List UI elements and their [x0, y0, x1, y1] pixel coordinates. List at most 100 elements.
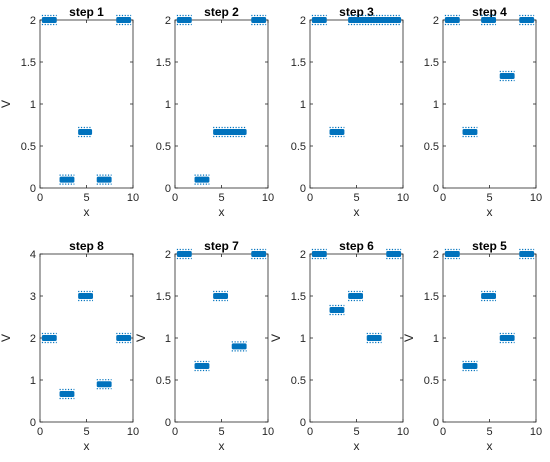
- x-tick-label: 5: [83, 426, 89, 438]
- subplot-title: step 8: [69, 239, 104, 253]
- data-segment: [59, 388, 75, 400]
- x-tick-label: 0: [37, 426, 43, 438]
- subplot-title: step 2: [204, 5, 239, 19]
- x-tick-label: 5: [218, 192, 224, 204]
- y-tick-label: 1.5: [156, 291, 171, 303]
- y-axis-label: V: [269, 334, 283, 342]
- x-tick-label: 10: [530, 192, 542, 204]
- data-segment: [329, 126, 345, 138]
- x-tick-label: 5: [486, 426, 492, 438]
- y-tick-label: 0: [433, 417, 439, 429]
- axes-frame: [174, 19, 269, 189]
- segment-band: [499, 335, 515, 341]
- x-tick-label: 0: [172, 426, 178, 438]
- y-axis-label: V: [0, 100, 13, 108]
- x-axis-label: x: [487, 205, 493, 219]
- subplot-step-4: step 4 0 0.5 1 1.5 2 0 5 10 x: [424, 5, 542, 219]
- y-tick-label: 1: [30, 99, 36, 111]
- y-tick-label: 0.5: [156, 375, 171, 387]
- y-tick-label: 0.5: [291, 375, 306, 387]
- data-segment: [116, 332, 132, 344]
- data-segment: [213, 126, 247, 138]
- segment-band: [329, 128, 345, 135]
- y-tick-label: 0: [165, 183, 171, 195]
- subplot-title: step 5: [472, 239, 507, 253]
- y-axis-label: V: [402, 334, 416, 342]
- y-tick-label: 1: [165, 99, 171, 111]
- subplot-title: step 7: [204, 239, 239, 253]
- y-tick-label: 0.5: [424, 375, 439, 387]
- segment-band: [96, 176, 112, 183]
- subplot-title: step 1: [69, 5, 104, 19]
- segment-band: [194, 362, 210, 369]
- x-tick-label: 0: [440, 426, 446, 438]
- segment-band: [481, 293, 497, 299]
- x-tick-label: 5: [83, 192, 89, 204]
- data-segment: [78, 290, 94, 302]
- segment-band: [213, 293, 229, 299]
- axes-frame: [442, 253, 537, 423]
- data-segment: [78, 126, 93, 138]
- y-tick-label: 1: [165, 333, 171, 345]
- data-segment: [311, 14, 327, 26]
- y-tick-label: 1.5: [21, 57, 36, 69]
- segment-band: [194, 176, 210, 183]
- x-tick-label: 10: [397, 426, 409, 438]
- y-tick-label: 3: [30, 291, 36, 303]
- data-segment: [329, 304, 345, 316]
- data-segment: [499, 332, 515, 344]
- segment-band: [41, 17, 57, 23]
- segment-band: [96, 381, 112, 388]
- data-segment: [96, 379, 112, 390]
- y-tick-label: 2: [300, 15, 306, 27]
- data-segment: [481, 14, 497, 26]
- segment-band: [481, 17, 497, 23]
- segment-band: [444, 17, 460, 23]
- x-tick-label: 5: [353, 192, 359, 204]
- x-axis-label: x: [219, 205, 225, 219]
- data-segment: [444, 248, 460, 260]
- data-segment: [348, 290, 364, 302]
- y-tick-label: 0: [300, 183, 306, 195]
- subplot-title: step 4: [472, 5, 507, 19]
- y-tick-label: 2: [433, 249, 439, 261]
- data-segment: [231, 341, 247, 352]
- x-tick-label: 0: [37, 192, 43, 204]
- y-tick-label: 1.5: [424, 57, 439, 69]
- x-axis-label: x: [84, 439, 90, 453]
- data-segment: [348, 14, 402, 26]
- y-tick-label: 2: [433, 15, 439, 27]
- y-axis-label: V: [0, 334, 13, 342]
- segment-band: [176, 17, 192, 23]
- data-segment: [59, 174, 75, 185]
- y-tick-label: 0.5: [291, 141, 306, 153]
- y-tick-label: 0.5: [21, 141, 36, 153]
- segment-band: [348, 293, 364, 299]
- segment-band: [116, 17, 132, 23]
- x-tick-label: 10: [127, 192, 139, 204]
- data-segment: [519, 248, 535, 260]
- segment-band: [311, 251, 327, 257]
- data-segment: [386, 248, 402, 260]
- x-tick-label: 5: [218, 426, 224, 438]
- y-tick-label: 2: [165, 249, 171, 261]
- segment-band: [444, 251, 460, 257]
- segment-band: [519, 17, 535, 23]
- y-tick-label: 1: [300, 333, 306, 345]
- axes-frame: [442, 19, 537, 189]
- segment-band: [329, 307, 345, 314]
- data-segment: [366, 332, 382, 344]
- y-tick-label: 1: [300, 99, 306, 111]
- segment-band: [251, 17, 267, 23]
- x-tick-label: 0: [172, 192, 178, 204]
- x-tick-label: 5: [353, 426, 359, 438]
- segment-band: [462, 362, 478, 369]
- segment-band: [519, 251, 535, 257]
- y-tick-label: 1: [433, 99, 439, 111]
- subplot-title: step 6: [339, 239, 374, 253]
- segment-band: [78, 293, 94, 299]
- subplot-step-2: step 2 0 0.5 1 1.5 2 0 5 10 x: [156, 5, 274, 219]
- y-tick-label: 0.5: [424, 141, 439, 153]
- axes-frame: [39, 19, 134, 189]
- x-tick-label: 10: [127, 426, 139, 438]
